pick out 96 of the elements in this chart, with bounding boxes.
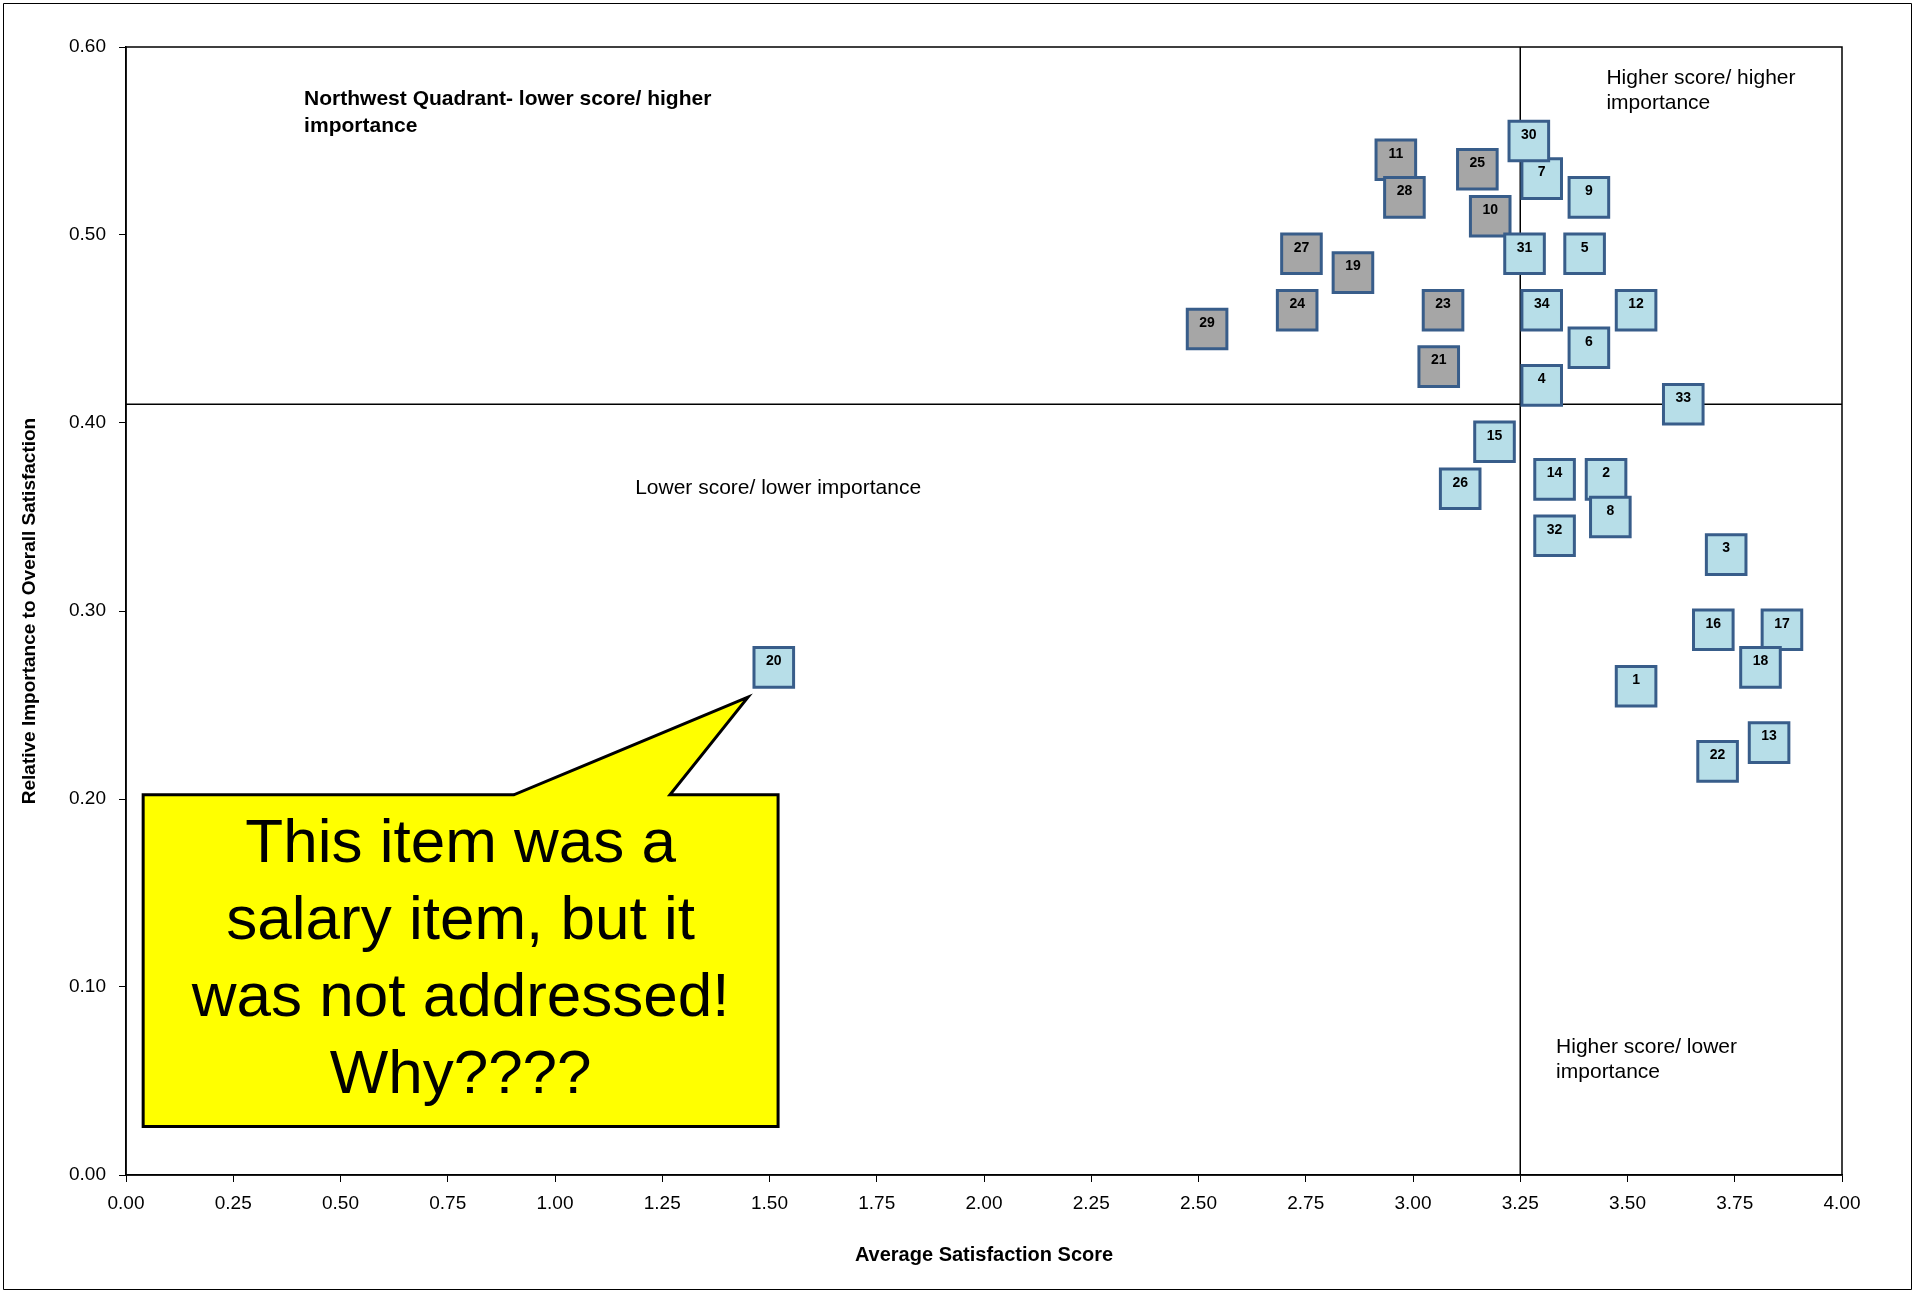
x-tick-label: 1.25	[643, 1191, 681, 1213]
point	[1185, 307, 1229, 351]
point	[1331, 251, 1375, 294]
annotation: 10	[1482, 201, 1499, 218]
point	[1468, 194, 1512, 238]
x-tick-label: 0.25	[214, 1191, 252, 1213]
annotation: 18	[1752, 652, 1769, 669]
point	[1507, 119, 1551, 163]
annotation: Higher score/ higher importance	[1606, 64, 1796, 113]
y-tick-label: 0.60	[69, 35, 106, 57]
point	[752, 646, 796, 689]
annotation: 1	[1632, 671, 1641, 688]
point	[1567, 326, 1611, 370]
x-tick-label: 1.50	[751, 1191, 788, 1213]
annotation: 9	[1584, 182, 1593, 199]
annotation: 31	[1516, 238, 1533, 255]
point	[1614, 288, 1658, 332]
point	[1520, 157, 1563, 200]
x-tick-label: 0.50	[322, 1191, 359, 1213]
x-tick-label: 1.75	[858, 1191, 896, 1213]
point	[1747, 721, 1791, 764]
y-tick-label: 0.10	[69, 975, 106, 997]
x-tick-label: 3.00	[1394, 1191, 1432, 1213]
annotation: 12	[1628, 295, 1645, 312]
x-tick-label: 0.75	[429, 1191, 467, 1213]
x-tick-label: 0.00	[107, 1191, 145, 1213]
annotation: 23	[1435, 295, 1452, 312]
point	[1533, 458, 1576, 501]
annotation: 3	[1722, 539, 1731, 556]
annotation: 15	[1486, 426, 1503, 443]
annotation: 19	[1345, 257, 1361, 274]
annotation: 21	[1430, 351, 1447, 368]
y-tick-label: 0.50	[69, 223, 106, 245]
x-tick-label: 2.25	[1072, 1191, 1110, 1213]
point	[1275, 288, 1319, 332]
point	[1614, 664, 1658, 708]
annotation: 24	[1289, 295, 1306, 312]
y-tick-label: 0.20	[69, 787, 106, 809]
annotation: 25	[1469, 154, 1486, 171]
annotation: 13	[1761, 727, 1778, 744]
point	[1280, 232, 1323, 276]
annotation: 8	[1606, 501, 1615, 518]
annotation: 26	[1452, 473, 1469, 490]
x-tick-label: 1.00	[536, 1191, 574, 1213]
x-tick-label: 4.00	[1823, 1191, 1861, 1213]
annotation: 27	[1293, 238, 1310, 255]
point	[1533, 514, 1576, 558]
point	[1417, 345, 1461, 388]
annotation: 5	[1580, 238, 1589, 255]
annotation: 14	[1546, 464, 1563, 481]
x-axis-title: Average Satisfaction Score	[854, 1242, 1114, 1265]
point	[1456, 147, 1499, 191]
point	[1520, 288, 1563, 332]
annotation: Higher score/ lower importance	[1556, 1034, 1738, 1083]
annotation: 16	[1705, 614, 1722, 631]
annotation: 20	[766, 652, 782, 669]
x-tick-label: 3.75	[1716, 1191, 1754, 1213]
annotation: Lower score/ lower importance	[635, 474, 922, 498]
point	[1567, 176, 1611, 219]
y-axis-title: Relative Importance to Overall Satisfaction	[17, 417, 39, 805]
x-tick-label: 2.50	[1180, 1191, 1217, 1213]
x-tick-label: 3.50	[1609, 1191, 1646, 1213]
y-tick-label: 0.30	[69, 599, 106, 621]
x-tick-label: 2.00	[965, 1191, 1003, 1213]
point	[1739, 646, 1782, 689]
annotation: 17	[1774, 614, 1790, 631]
annotation: 2	[1602, 464, 1611, 481]
annotation: 33	[1675, 389, 1692, 406]
annotation: This item was a salary item, but it was not addressed! Why????	[190, 806, 730, 1107]
annotation: 34	[1533, 295, 1550, 312]
annotation: Northwest Quadrant- lower score/ higher importance	[304, 85, 712, 136]
point	[1696, 740, 1739, 783]
point	[1692, 608, 1735, 652]
point	[1520, 364, 1563, 407]
annotation: 29	[1199, 313, 1216, 330]
point	[1704, 533, 1748, 576]
x-tick-label: 2.75	[1287, 1191, 1325, 1213]
point	[1563, 232, 1606, 276]
annotation: 7	[1537, 163, 1546, 180]
point	[1589, 495, 1632, 539]
annotation: 30	[1521, 125, 1537, 142]
y-tick-label: 0.00	[69, 1163, 106, 1185]
point	[1503, 232, 1546, 276]
annotation: 4	[1537, 370, 1546, 387]
point	[1661, 382, 1705, 426]
point	[1438, 467, 1482, 511]
annotation: 11	[1388, 144, 1404, 161]
point	[1473, 420, 1516, 464]
annotation: 6	[1584, 332, 1593, 349]
point	[1421, 288, 1465, 332]
point	[1383, 176, 1426, 219]
x-tick-label: 3.25	[1501, 1191, 1539, 1213]
annotation: 22	[1709, 746, 1726, 763]
y-tick-label: 0.40	[69, 411, 106, 433]
annotation: 32	[1546, 520, 1563, 537]
annotation: 28	[1396, 182, 1413, 199]
